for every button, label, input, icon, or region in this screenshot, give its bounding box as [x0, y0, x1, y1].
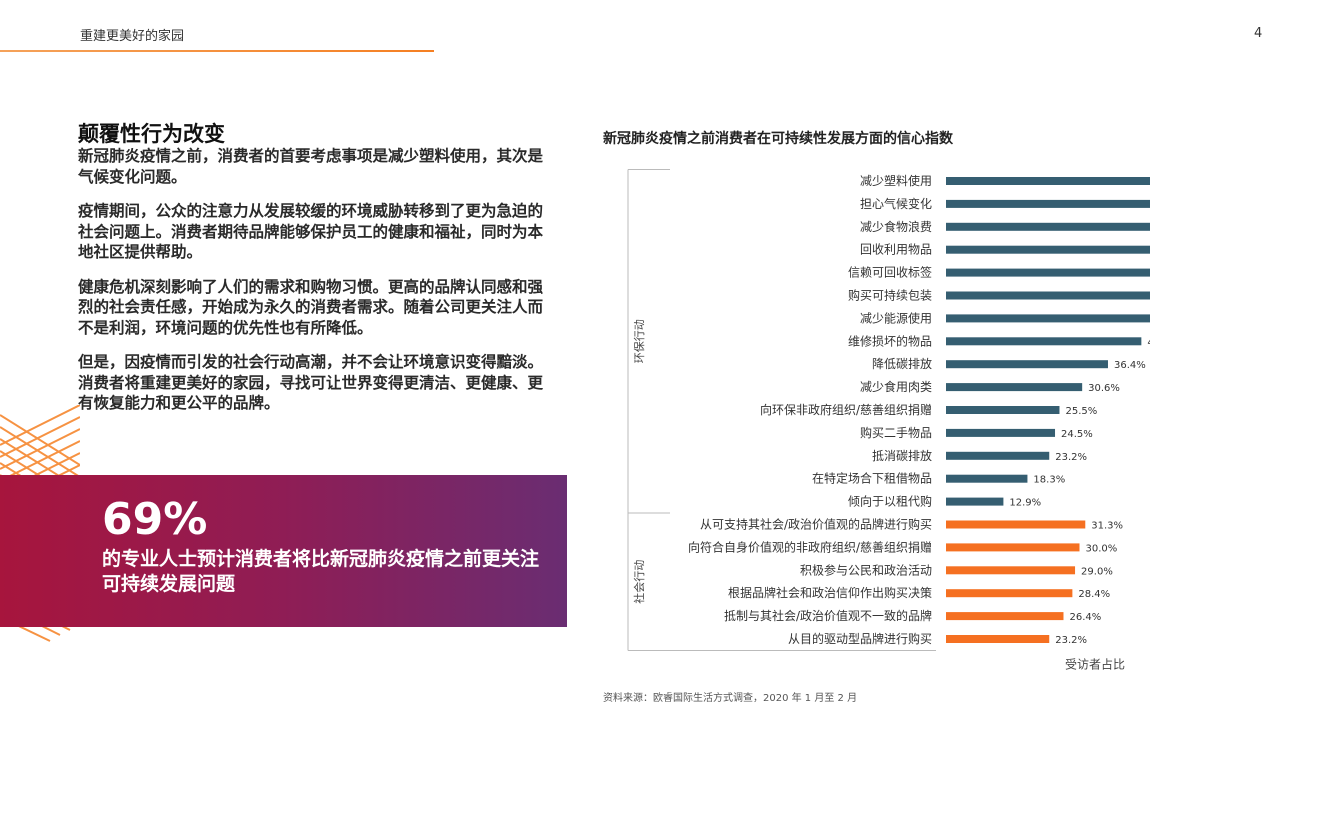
bar-env — [946, 268, 1150, 277]
header-title: 重建更美好的家园 — [80, 29, 185, 44]
data-label: 30.0% — [1086, 543, 1118, 554]
category-label: 减少食用肉类 — [860, 379, 932, 394]
bar-social — [946, 635, 1050, 643]
category-label: 减少塑料使用 — [860, 173, 932, 188]
source-note: 资料来源：欧睿国际生活方式调查，2020 年 1 月至 2 月 — [603, 693, 858, 704]
data-label: 24.5% — [1061, 429, 1093, 440]
bar-env — [946, 383, 1083, 392]
paragraph-4: 但是，因疫情而引发的社会行动高潮，并不会让环境意识变得黯淡。消费者将重建更美好的… — [78, 353, 544, 412]
group-label: 环保行动 — [632, 319, 646, 363]
data-label: 18.3% — [1033, 475, 1065, 486]
category-label: 倾向于以租代购 — [848, 494, 932, 509]
bar-env — [946, 360, 1108, 369]
data-label: 31.3% — [1091, 521, 1123, 532]
bar-social — [946, 543, 1080, 552]
x-axis-label: 受访者占比 — [1065, 656, 1125, 671]
category-label: 回收利用物品 — [860, 243, 932, 257]
bar-chart: 减少塑料使用64.3%担心气候变化61.0%减少食物浪费59.7%回收利用物品5… — [627, 169, 1150, 671]
paragraph-2: 疫情期间，公众的注意力从发展较缓的环境威胁转移到了更为急迫的社会问题上。消费者期… — [78, 202, 544, 261]
data-label: 28.4% — [1078, 589, 1110, 600]
bar-env — [946, 497, 1004, 506]
data-label: 25.5% — [1065, 406, 1097, 417]
bar-env — [946, 428, 1056, 437]
bar-env — [946, 314, 1150, 323]
bar-env — [946, 245, 1150, 254]
category-label: 从可支持其社会/政治价值观的品牌进行购买 — [700, 517, 932, 532]
header-rule — [0, 50, 434, 52]
category-label: 购买可持续包装 — [848, 288, 932, 303]
section-title: 颠覆性行为改变 — [78, 122, 225, 146]
bar-env — [946, 199, 1150, 208]
paragraph-3: 健康危机深刻影响了人们的需求和购物习惯。更高的品牌认同感和强烈的社会责任感，开始… — [78, 277, 544, 337]
category-label: 积极参与公民和政治活动 — [800, 562, 932, 577]
data-label: 23.2% — [1055, 452, 1087, 463]
category-label: 向环保非政府组织/慈善组织捐赠 — [760, 402, 932, 417]
bar-env — [946, 222, 1150, 231]
group-label: 社会行动 — [632, 560, 646, 604]
category-label: 在特定场合下租借物品 — [812, 471, 932, 486]
data-label: 43.9% — [1147, 337, 1150, 348]
category-label: 维修损坏的物品 — [848, 333, 932, 348]
category-label: 抵制与其社会/政治价值观不一致的品牌 — [724, 608, 932, 623]
bar-social — [946, 520, 1086, 529]
stat-text: 的专业人士预计消费者将比新冠肺炎疫情之前更关注可持续发展问题 — [102, 548, 540, 595]
category-label: 抵消碳排放 — [872, 448, 932, 463]
paragraph-1: 新冠肺炎疫情之前，消费者的首要考虑事项是减少塑料使用，其次是气候变化问题。 — [78, 147, 544, 186]
data-label: 29.0% — [1081, 566, 1113, 577]
category-label: 减少能源使用 — [860, 310, 932, 325]
category-label: 信赖可回收标签 — [848, 265, 932, 280]
bar-social — [946, 566, 1076, 575]
category-label: 购买二手物品 — [860, 425, 932, 440]
category-label: 从目的驱动型品牌进行购买 — [788, 631, 932, 646]
data-label: 30.6% — [1088, 383, 1120, 394]
bar-social — [946, 589, 1073, 598]
category-label: 根据品牌社会和政治信仰作出购买决策 — [728, 585, 932, 600]
stat-value: 69% — [102, 494, 208, 545]
data-label: 36.4% — [1114, 360, 1146, 371]
bar-env — [946, 291, 1150, 300]
chart-title: 新冠肺炎疫情之前消费者在可持续性发展方面的信心指数 — [603, 131, 953, 147]
data-label: 12.9% — [1009, 498, 1041, 509]
bar-env — [946, 337, 1142, 346]
bar-social — [946, 612, 1064, 621]
data-label: 23.2% — [1055, 635, 1087, 646]
data-label: 26.4% — [1069, 612, 1101, 623]
bar-env — [946, 451, 1050, 460]
category-label: 向符合自身价值观的非政府组织/慈善组织捐赠 — [688, 539, 932, 554]
body-text: 新冠肺炎疫情之前，消费者的首要考虑事项是减少塑料使用，其次是气候变化问题。 疫情… — [78, 146, 550, 428]
stat-callout — [0, 475, 567, 627]
bar-env — [946, 474, 1028, 483]
bar-env — [946, 177, 1150, 185]
category-label: 减少食物浪费 — [860, 219, 932, 234]
category-label: 担心气候变化 — [860, 196, 932, 211]
category-label: 降低碳排放 — [872, 356, 932, 371]
bar-env — [946, 406, 1060, 414]
page-number: 4 — [1254, 26, 1263, 41]
